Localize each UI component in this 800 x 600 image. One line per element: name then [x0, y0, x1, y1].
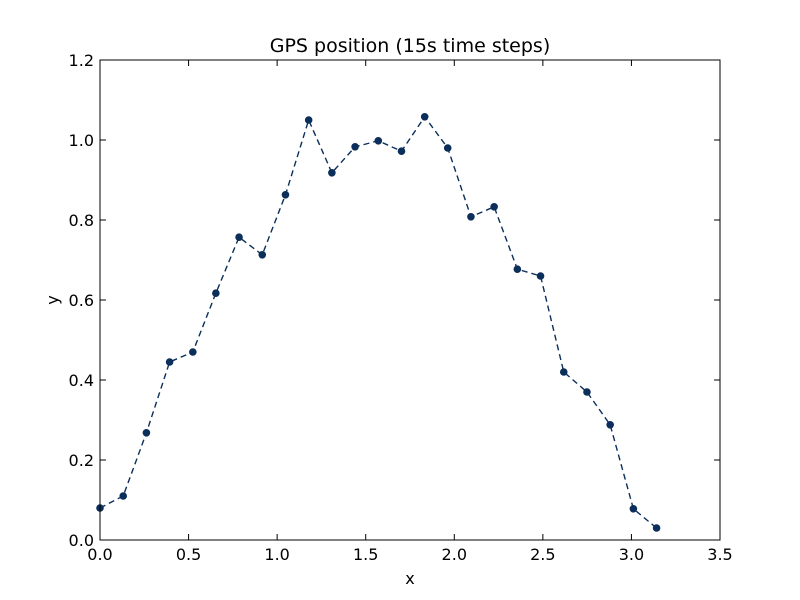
chart-title: GPS position (15s time steps) [270, 35, 550, 57]
data-point [490, 203, 498, 211]
data-point [467, 213, 475, 221]
x-tick-label: 3.0 [619, 545, 644, 564]
data-point [142, 429, 151, 437]
data-point [328, 169, 336, 177]
data-point [652, 524, 661, 532]
data-point [258, 251, 267, 259]
data-point [397, 147, 406, 155]
x-tick-label: 2.5 [530, 545, 555, 564]
series-line [99, 115, 658, 529]
data-point [606, 421, 614, 429]
data-point [559, 368, 568, 376]
x-tick-label: 0.0 [87, 545, 112, 564]
x-tick-label: 0.5 [176, 545, 201, 564]
x-axis-label: x [405, 569, 414, 588]
y-tick-label: 0.4 [69, 371, 94, 390]
data-point [443, 144, 452, 152]
y-tick-label: 0.0 [69, 531, 94, 550]
data-point [235, 233, 243, 241]
y-tick-label: 1.2 [69, 51, 94, 70]
data-point [212, 289, 220, 298]
data-point [513, 265, 522, 274]
data-point [374, 137, 383, 145]
data-point [583, 388, 591, 396]
ticks-layer: 0.0 0.5 1.0 1.5 2.0 2.5 3.0 3.5 0.0 0.2 0.4 0.6 0.8 1… [69, 51, 733, 564]
x-tick-label: 3.5 [707, 545, 732, 564]
data-point [119, 492, 128, 500]
data-point [536, 272, 545, 280]
data-layer [96, 113, 661, 532]
data-point [165, 358, 174, 366]
x-tick-label: 1.0 [264, 545, 289, 564]
y-tick-label: 0.8 [69, 211, 94, 230]
y-tick-label: 0.2 [69, 451, 94, 470]
data-point [189, 348, 197, 356]
data-point [281, 191, 290, 199]
y-axis-label: y [43, 295, 62, 304]
data-point [629, 505, 638, 513]
x-tick-label: 2.0 [442, 545, 467, 564]
data-point [351, 143, 359, 151]
y-tick-label: 1.0 [69, 131, 94, 150]
data-point [304, 116, 313, 124]
plot-frame [99, 59, 721, 541]
x-tick-label: 1.5 [353, 545, 378, 564]
y-tick-label: 0.6 [69, 291, 94, 310]
data-point [420, 113, 429, 121]
